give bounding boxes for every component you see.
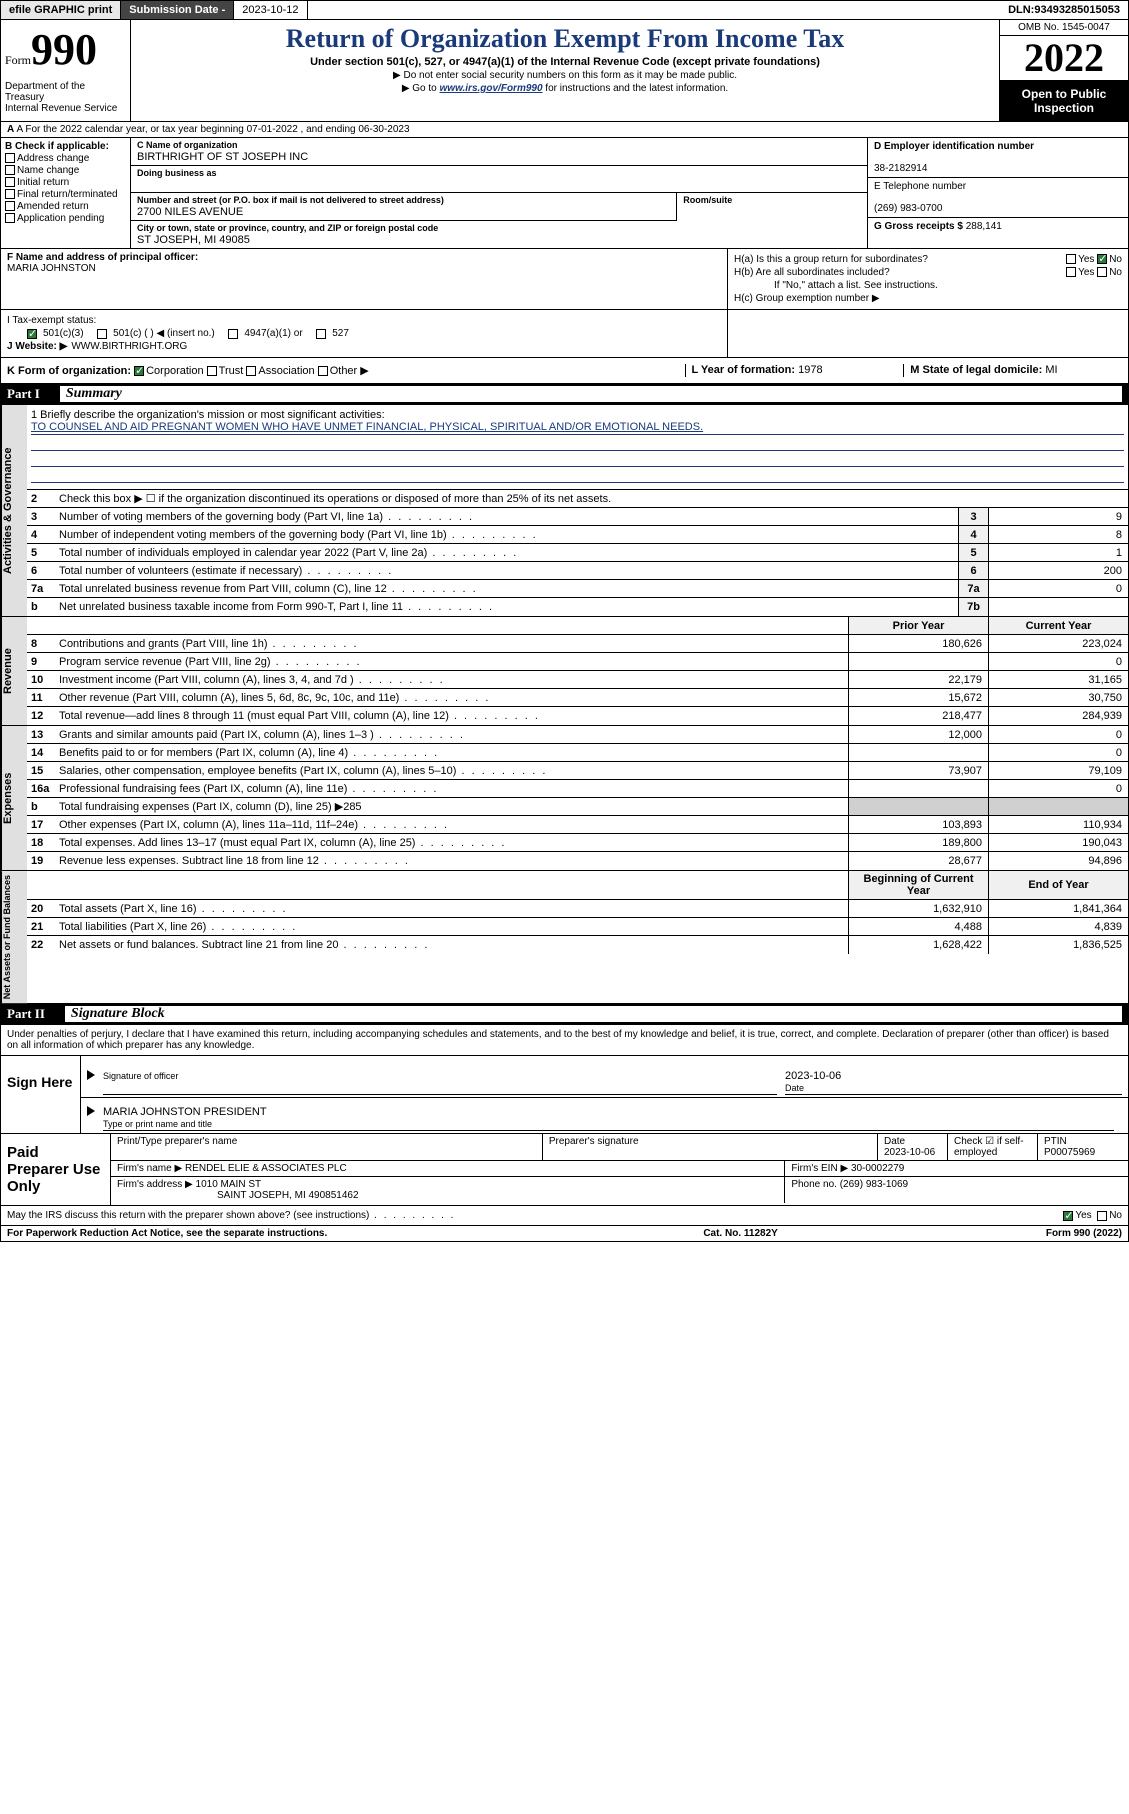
table-row: 20Total assets (Part X, line 16)1,632,91… bbox=[27, 900, 1128, 918]
vtab-net-assets: Net Assets or Fund Balances bbox=[1, 871, 27, 1003]
table-row: 22Net assets or fund balances. Subtract … bbox=[27, 936, 1128, 954]
vtab-revenue: Revenue bbox=[1, 617, 27, 725]
submission-date-value: 2023-10-12 bbox=[234, 1, 307, 19]
cb-name-change[interactable]: Name change bbox=[5, 165, 126, 176]
ein-phone-col: D Employer identification number38-21829… bbox=[868, 138, 1128, 248]
vtab-governance: Activities & Governance bbox=[1, 405, 27, 616]
form-header: Form990 Department of the Treasury Inter… bbox=[0, 20, 1129, 122]
cb-initial-return[interactable]: Initial return bbox=[5, 177, 126, 188]
efile-label[interactable]: efile GRAPHIC print bbox=[1, 1, 121, 19]
paid-preparer-block: Paid Preparer Use Only Print/Type prepar… bbox=[0, 1134, 1129, 1206]
form-note-1: ▶ Do not enter social security numbers o… bbox=[137, 70, 993, 81]
summary-net-assets: Net Assets or Fund Balances Beginning of… bbox=[0, 871, 1129, 1004]
check-applicable-col: B Check if applicable: Address change Na… bbox=[1, 138, 131, 248]
table-row: 15Salaries, other compensation, employee… bbox=[27, 762, 1128, 780]
tax-year: 2022 bbox=[1000, 36, 1128, 81]
top-bar: efile GRAPHIC print Submission Date - 20… bbox=[0, 0, 1129, 20]
mission-text: TO COUNSEL AND AID PREGNANT WOMEN WHO HA… bbox=[31, 421, 1124, 435]
signature-declaration: Under penalties of perjury, I declare th… bbox=[0, 1025, 1129, 1056]
org-name: BIRTHRIGHT OF ST JOSEPH INC bbox=[137, 151, 308, 163]
ein-value: 38-2182914 bbox=[874, 163, 927, 174]
line-3-val: 9 bbox=[988, 508, 1128, 525]
gross-receipts: 288,141 bbox=[966, 221, 1002, 232]
line-5-val: 1 bbox=[988, 544, 1128, 561]
org-street: 2700 NILES AVENUE bbox=[137, 206, 243, 218]
firm-ein: 30-0002279 bbox=[851, 1163, 904, 1174]
sign-here-block: Sign Here Signature of officer 2023-10-0… bbox=[0, 1056, 1129, 1134]
cb-501c3-checked bbox=[27, 329, 37, 339]
dept-label: Department of the Treasury Internal Reve… bbox=[5, 81, 126, 114]
line-4-val: 8 bbox=[988, 526, 1128, 543]
officer-group-row: F Name and address of principal officer:… bbox=[0, 249, 1129, 310]
summary-expenses: Expenses 13Grants and similar amounts pa… bbox=[0, 726, 1129, 871]
table-row: bTotal fundraising expenses (Part IX, co… bbox=[27, 798, 1128, 816]
sign-date: 2023-10-06 bbox=[785, 1070, 841, 1082]
table-row: 13Grants and similar amounts paid (Part … bbox=[27, 726, 1128, 744]
discuss-yes-checked bbox=[1063, 1211, 1073, 1221]
page-footer: For Paperwork Reduction Act Notice, see … bbox=[0, 1226, 1129, 1242]
part-2-header: Part II Signature Block bbox=[0, 1004, 1129, 1025]
form-org-row: K Form of organization: Corporation Trus… bbox=[0, 358, 1129, 384]
table-row: 19Revenue less expenses. Subtract line 1… bbox=[27, 852, 1128, 870]
form-number: Form990 bbox=[5, 24, 126, 75]
form-note-2: ▶ Go to www.irs.gov/Form990 for instruct… bbox=[137, 83, 993, 94]
year-formation: 1978 bbox=[798, 364, 822, 376]
firm-name: RENDEL ELIE & ASSOCIATES PLC bbox=[185, 1163, 347, 1174]
firm-addr2: SAINT JOSEPH, MI 490851462 bbox=[117, 1190, 359, 1201]
officer-name: MARIA JOHNSTON PRESIDENT bbox=[103, 1106, 267, 1118]
dln: DLN: 93493285015053 bbox=[1000, 1, 1128, 19]
arrow-icon bbox=[87, 1070, 95, 1080]
website-value[interactable]: WWW.BIRTHRIGHT.ORG bbox=[71, 341, 187, 352]
discuss-row: May the IRS discuss this return with the… bbox=[0, 1206, 1129, 1226]
table-row: 9Program service revenue (Part VIII, lin… bbox=[27, 653, 1128, 671]
vtab-expenses: Expenses bbox=[1, 726, 27, 870]
table-row: 12Total revenue—add lines 8 through 11 (… bbox=[27, 707, 1128, 725]
table-row: 18Total expenses. Add lines 13–17 (must … bbox=[27, 834, 1128, 852]
cb-amended-return[interactable]: Amended return bbox=[5, 201, 126, 212]
arrow-icon bbox=[87, 1106, 95, 1116]
cb-corporation-checked bbox=[134, 366, 144, 376]
phone-value: (269) 983-0700 bbox=[874, 203, 942, 214]
entity-section: B Check if applicable: Address change Na… bbox=[0, 138, 1129, 249]
ha-no-checked bbox=[1097, 254, 1107, 264]
line-7a-val: 0 bbox=[988, 580, 1128, 597]
ptin-value: P00075969 bbox=[1044, 1147, 1095, 1158]
line-7b-val bbox=[988, 598, 1128, 616]
table-row: 8Contributions and grants (Part VIII, li… bbox=[27, 635, 1128, 653]
tax-year-range: A A For the 2022 calendar year, or tax y… bbox=[0, 122, 1129, 138]
form-title: Return of Organization Exempt From Incom… bbox=[137, 24, 993, 54]
submission-date-label: Submission Date - bbox=[121, 1, 234, 19]
part-1-header: Part I Summary bbox=[0, 384, 1129, 405]
firm-addr1: 1010 MAIN ST bbox=[196, 1179, 262, 1190]
firm-phone: (269) 983-1069 bbox=[840, 1179, 908, 1190]
org-info-col: C Name of organizationBIRTHRIGHT OF ST J… bbox=[131, 138, 868, 248]
omb-number: OMB No. 1545-0047 bbox=[1000, 20, 1128, 36]
summary-governance: Activities & Governance 1 Briefly descri… bbox=[0, 405, 1129, 617]
cb-application-pending[interactable]: Application pending bbox=[5, 213, 126, 224]
tax-status-row: I Tax-exempt status: 501(c)(3) 501(c) ( … bbox=[0, 310, 1129, 358]
table-row: 11Other revenue (Part VIII, column (A), … bbox=[27, 689, 1128, 707]
irs-link[interactable]: www.irs.gov/Form990 bbox=[440, 83, 543, 94]
table-row: 16aProfessional fundraising fees (Part I… bbox=[27, 780, 1128, 798]
state-domicile: MI bbox=[1045, 364, 1057, 376]
cb-address-change[interactable]: Address change bbox=[5, 153, 126, 164]
org-city: ST JOSEPH, MI 49085 bbox=[137, 234, 250, 246]
table-row: 14Benefits paid to or for members (Part … bbox=[27, 744, 1128, 762]
principal-officer: MARIA JOHNSTON bbox=[7, 263, 96, 274]
table-row: 10Investment income (Part VIII, column (… bbox=[27, 671, 1128, 689]
prep-date: 2023-10-06 bbox=[884, 1147, 935, 1158]
form-subtitle: Under section 501(c), 527, or 4947(a)(1)… bbox=[137, 56, 993, 68]
summary-revenue: Revenue Prior YearCurrent Year 8Contribu… bbox=[0, 617, 1129, 726]
table-row: 17Other expenses (Part IX, column (A), l… bbox=[27, 816, 1128, 834]
line-6-val: 200 bbox=[988, 562, 1128, 579]
open-public-label: Open to Public Inspection bbox=[1000, 81, 1128, 121]
table-row: 21Total liabilities (Part X, line 26)4,4… bbox=[27, 918, 1128, 936]
cb-final-return[interactable]: Final return/terminated bbox=[5, 189, 126, 200]
